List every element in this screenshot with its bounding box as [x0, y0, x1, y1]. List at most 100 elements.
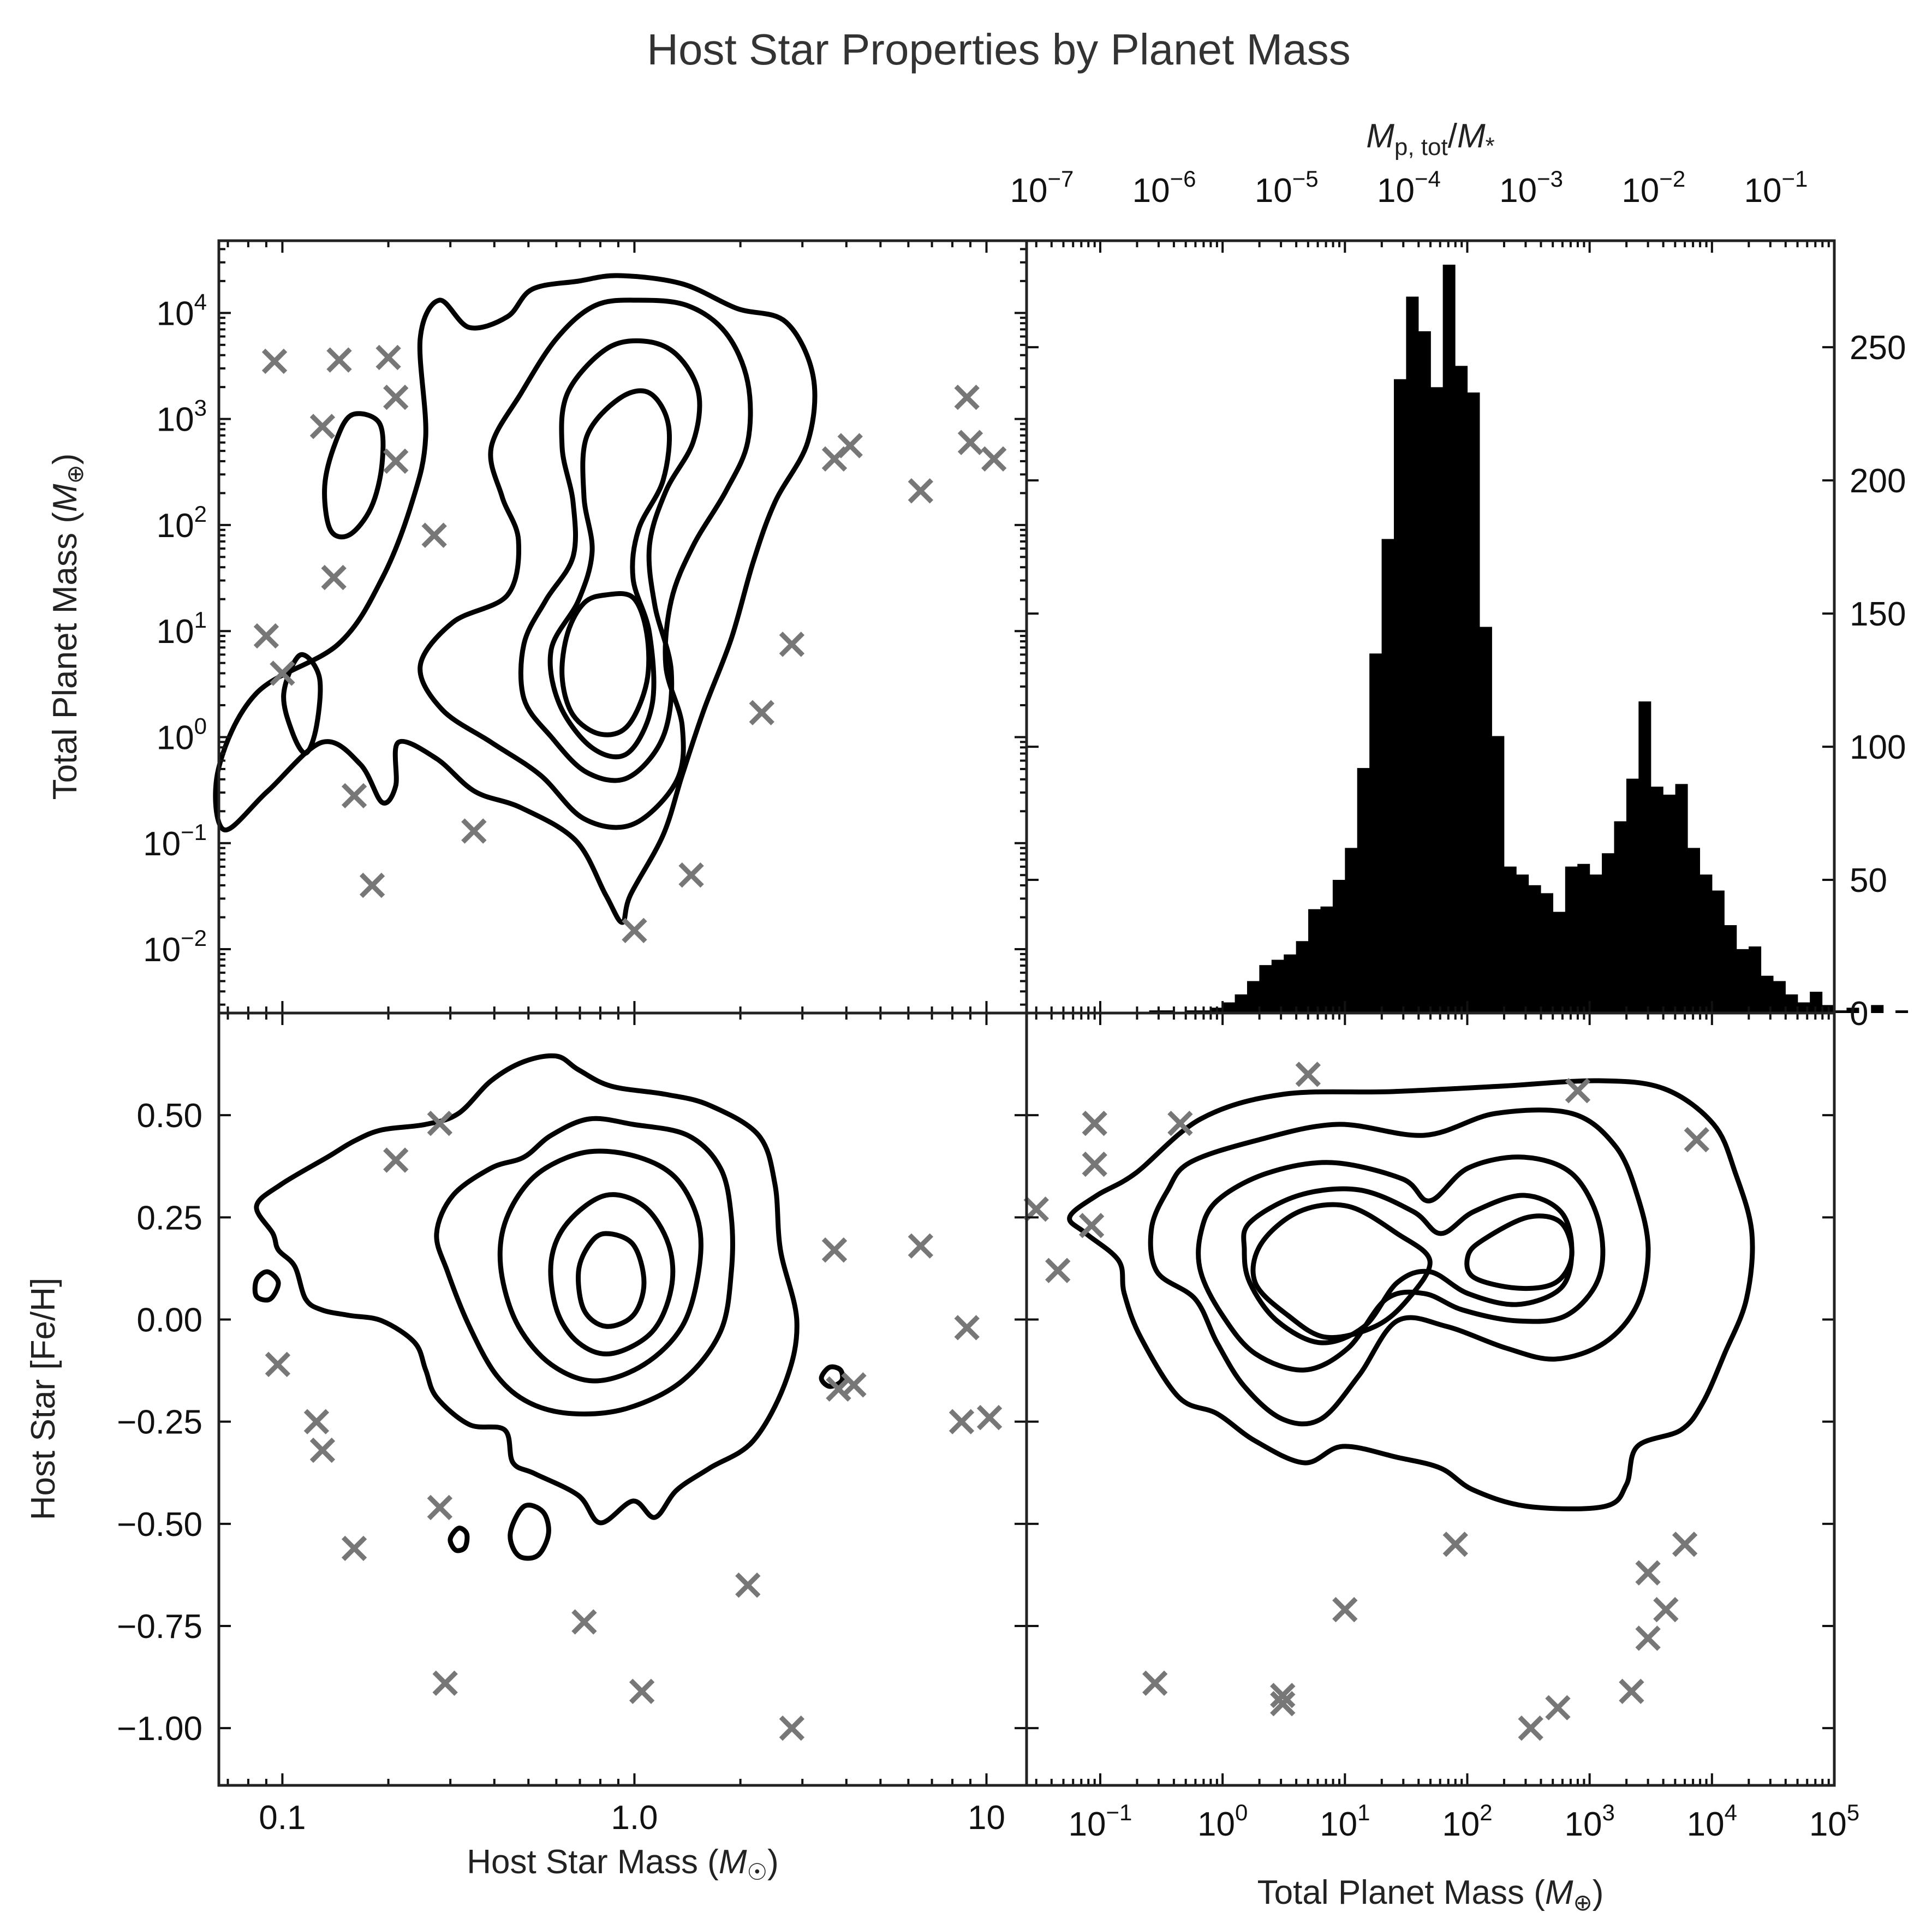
scatter-point [359, 872, 385, 898]
x-tick-label: 105 [1809, 1800, 1859, 1843]
scatter-point [261, 348, 288, 374]
scatter-point [270, 660, 295, 686]
scatter-point [265, 1351, 291, 1378]
scatter-point [837, 433, 863, 458]
kde-contour [418, 297, 753, 830]
y-tick-label: 10−1 [143, 819, 207, 863]
histogram-bar [1320, 906, 1333, 1013]
scatter-point [571, 1609, 597, 1635]
histogram-bar [1381, 539, 1394, 1013]
panel-metallicity-planet-mass: 10−1 100 101 102 103 104 105 [1023, 1011, 1859, 1843]
histogram-bar [1528, 885, 1541, 1013]
scatter-point [1518, 1715, 1543, 1741]
y-tick-label: 104 [157, 289, 207, 332]
histogram-bar [1492, 736, 1505, 1013]
scatter-point [1619, 1678, 1644, 1704]
scatter-point [949, 1409, 975, 1434]
histogram-bar [1650, 787, 1663, 1013]
histogram-bar [1846, 1008, 1859, 1013]
y-tick-label: 101 [157, 607, 207, 651]
scatter-point [1332, 1597, 1358, 1623]
scatter-point [1672, 1532, 1698, 1557]
histogram-bar [1675, 784, 1688, 1013]
y-tick-label: 0.25 [136, 1199, 202, 1237]
y-tick-label: 100 [157, 713, 207, 757]
scatter-point [1442, 1532, 1468, 1557]
histogram-bar [1332, 880, 1345, 1013]
histogram-bar [1785, 994, 1798, 1013]
scatter-point [341, 1535, 367, 1561]
kde-contour [322, 411, 386, 540]
kde-contour [252, 1269, 281, 1303]
scatter-point [461, 818, 487, 844]
histogram-bar [1614, 821, 1627, 1013]
histogram-bar [1418, 331, 1431, 1014]
y-tick-label: 0.00 [136, 1302, 202, 1339]
y-tick-label: −0.25 [117, 1404, 202, 1441]
histogram-bar [1516, 874, 1529, 1013]
histogram-bar [1638, 701, 1651, 1013]
kde-contour [576, 1231, 647, 1329]
histogram-bar [1797, 1002, 1810, 1013]
scatter-point [383, 448, 409, 474]
figure-title: Host Star Properties by Planet Mass [647, 25, 1350, 74]
kde-contour [254, 1053, 800, 1526]
scatter-point [427, 1494, 453, 1521]
histogram-bar [1247, 981, 1260, 1013]
scatter-point [1142, 1670, 1168, 1696]
kde-contour [548, 1192, 676, 1357]
axis-ticks: 0.1 1.0 10 0.50 0.25 0.00 −0.25 −0.50 −0.75 −1.00 [117, 1013, 1027, 1837]
top-axis-label-mass-ratio: Mp, tot/M* [1366, 117, 1495, 160]
axis-ticks: 10−2 10−1 100 101 102 103 104 [143, 241, 1027, 1013]
histogram-bar [1712, 890, 1725, 1013]
scatter-point [321, 564, 347, 591]
scatter-point [749, 700, 774, 725]
histogram-bar [1442, 264, 1456, 1013]
scatter-markers [253, 344, 1007, 944]
contour-group [1067, 1078, 1755, 1511]
scatter-point [1082, 1151, 1107, 1177]
histogram-bar [1577, 863, 1590, 1013]
scatter-point [908, 478, 934, 504]
x-tick-label: 10 [968, 1799, 1005, 1837]
kde-contour [547, 388, 672, 760]
scatter-point [309, 1437, 336, 1463]
panel-planet-mass-histogram: 0 50 100 150 200 250 10−7 10−6 10−5 10−4 10−3 10−2 1… [1010, 166, 1909, 1033]
plot-frame [217, 1011, 1028, 1787]
kde-contour [1196, 1154, 1606, 1373]
scatter-point [1078, 1213, 1105, 1238]
histogram-bar [1589, 874, 1602, 1013]
scatter-point [678, 862, 704, 888]
scatter-point [1653, 1597, 1679, 1623]
y-tick-label: −0.75 [117, 1608, 202, 1646]
x-tick-label: 0.1 [259, 1799, 306, 1837]
scatter-point [427, 1110, 453, 1136]
kde-contour [1067, 1078, 1755, 1511]
scatter-point [908, 1233, 934, 1259]
scatter-point [432, 1670, 458, 1696]
contour-group [252, 1053, 845, 1561]
top-x-tick-label: 10−6 [1132, 166, 1196, 210]
y-tick-label: 102 [157, 501, 207, 545]
scatter-point [1082, 1110, 1107, 1136]
scatter-point [1270, 1691, 1296, 1717]
axis-ticks: 10−1 100 101 102 103 104 105 [1027, 1013, 1859, 1843]
histogram-bar [1540, 893, 1554, 1013]
histogram-bar [1724, 925, 1737, 1013]
histogram-bar [1504, 866, 1517, 1013]
x-tick-label: 1.0 [611, 1799, 658, 1837]
histogram-bar [1479, 627, 1492, 1013]
scatter-point [1635, 1625, 1661, 1651]
scatter-point [383, 384, 409, 410]
kde-contour [1464, 1213, 1575, 1291]
top-x-tick-label: 10−5 [1255, 166, 1319, 210]
histogram-bar [1430, 387, 1444, 1013]
histogram-bar [1259, 965, 1272, 1013]
scatter-markers [1023, 1062, 1710, 1741]
scatter-point [622, 918, 647, 944]
scatter-point [375, 344, 401, 371]
scatter-point [1684, 1127, 1710, 1153]
panel-mass-mass: 10−2 10−1 100 101 102 103 104 [143, 239, 1028, 1015]
kde-contour [448, 1526, 470, 1553]
y-tick-label: −0.50 [117, 1506, 202, 1544]
